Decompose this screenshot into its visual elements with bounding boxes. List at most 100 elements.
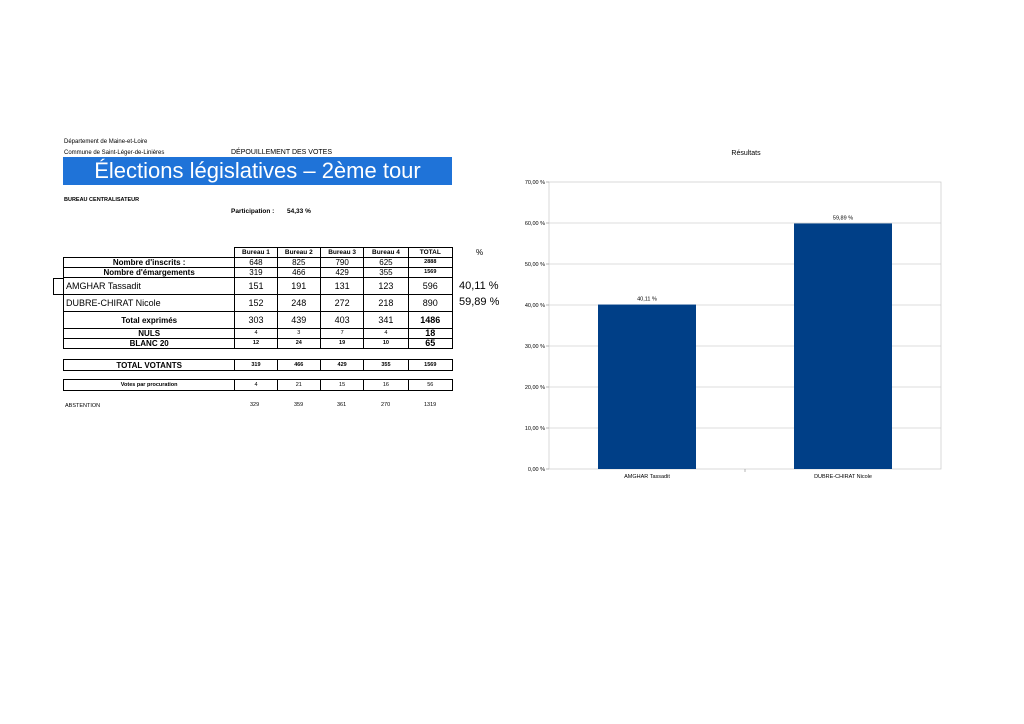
row-label: Votes par procuration — [62, 379, 236, 391]
bureau-label: BUREAU CENTRALISATEUR — [64, 197, 140, 203]
x-tick-label: AMGHAR Tassadit — [624, 474, 670, 480]
data-label: 40,11 % — [637, 297, 657, 303]
results-table: Bureau 1 Bureau 2 Bureau 3 Bureau 4 TOTA… — [62, 247, 454, 349]
abstention-cell: 361 — [337, 402, 347, 408]
cell: 466 — [276, 267, 321, 278]
results-chart: Résultats 0,00 % 10,00 % 20,00 % 30,00 % 40,… — [525, 150, 942, 480]
cell: 319 — [234, 359, 278, 371]
cell: 625 — [363, 257, 409, 268]
y-tick-label: 20,00 % — [525, 385, 545, 391]
cell: 341 — [363, 311, 409, 329]
cell: 16 — [363, 379, 409, 391]
abstention-cell: 329 — [250, 402, 260, 408]
row-label: AMGHAR Tassadit — [62, 277, 236, 295]
row-label: DUBRE-CHIRAT Nicole — [62, 294, 236, 312]
col-header: Bureau 2 — [276, 247, 321, 258]
col-header: Bureau 4 — [363, 247, 409, 258]
col-header: Bureau 1 — [234, 247, 278, 258]
bar — [794, 223, 892, 469]
cell: 355 — [363, 359, 409, 371]
cell: 319 — [234, 267, 278, 278]
department-label: Département de Maine-et-Loire — [64, 139, 148, 145]
cell: 123 — [363, 277, 409, 295]
cell: 248 — [276, 294, 321, 312]
abstention-cell: 270 — [381, 402, 391, 408]
abstention-cell: 359 — [294, 402, 304, 408]
cell: 429 — [319, 267, 365, 278]
y-tick-label: 40,00 % — [525, 303, 545, 309]
cell: 272 — [319, 294, 365, 312]
cell: 439 — [276, 311, 321, 329]
abstention-total: 1319 — [424, 402, 437, 408]
cell: 648 — [234, 257, 278, 268]
y-tick-label: 10,00 % — [525, 426, 545, 432]
data-label: 59,89 % — [833, 215, 853, 221]
cell: 4 — [234, 328, 278, 339]
procuration-table: Votes par procuration 4 21 15 16 56 — [62, 379, 454, 391]
cell-total: 596 — [407, 277, 454, 295]
row-label: Nombre d'émargements — [62, 267, 236, 278]
row-label: NULS — [62, 328, 236, 339]
cell: 218 — [363, 294, 409, 312]
participation-label: Participation : — [231, 208, 275, 215]
cell: 429 — [319, 359, 365, 371]
table-row: NULS 4 3 7 4 18 — [62, 328, 454, 339]
cell: 152 — [234, 294, 278, 312]
cell-total: 1569 — [407, 359, 454, 371]
y-tick-label: 0,00 % — [528, 467, 545, 473]
page-title: Élections législatives – 2ème tour — [63, 157, 452, 185]
cell-total: 890 — [407, 294, 454, 312]
cell-total: 65 — [407, 338, 454, 349]
participation-value: 54,33 % — [287, 208, 311, 215]
cell-total: 1486 — [407, 311, 454, 329]
row-bracket — [53, 278, 63, 295]
abstention-label: ABSTENTION — [65, 403, 101, 409]
cell-total: 18 — [407, 328, 454, 339]
cell: 151 — [234, 277, 278, 295]
table-row: TOTAL VOTANTS 319 466 429 355 1569 — [62, 359, 454, 371]
y-tick-label: 70,00 % — [525, 180, 545, 186]
cell: 24 — [276, 338, 321, 349]
table-row: Votes par procuration 4 21 15 16 56 — [62, 379, 454, 391]
cell: 466 — [276, 359, 321, 371]
cell: 19 — [319, 338, 365, 349]
cell-total: 56 — [407, 379, 454, 391]
cell: 355 — [363, 267, 409, 278]
table-row: Total exprimés 303 439 403 341 1486 — [62, 311, 454, 329]
depouillement-label: DÉPOUILLEMENT DES VOTES — [231, 149, 333, 156]
row-label: TOTAL VOTANTS — [62, 359, 236, 371]
cell: 825 — [276, 257, 321, 268]
cell: 3 — [276, 328, 321, 339]
cell-total: 1569 — [407, 267, 454, 278]
cell-total: 2888 — [407, 257, 454, 268]
table-row: Nombre d'inscrits : 648 825 790 625 2888 — [62, 257, 454, 268]
cell: 303 — [234, 311, 278, 329]
table-row: BLANC 20 12 24 19 10 65 — [62, 338, 454, 349]
pct-amghar: 40,11 % — [459, 280, 499, 292]
chart-title: Résultats — [731, 150, 761, 157]
table-row: Nombre d'émargements 319 466 429 355 156… — [62, 267, 454, 278]
table-row: AMGHAR Tassadit 151 191 131 123 596 — [62, 277, 454, 295]
cell: 4 — [363, 328, 409, 339]
cell: 21 — [276, 379, 321, 391]
cell: 10 — [363, 338, 409, 349]
pct-header: % — [476, 248, 484, 257]
pct-dubre-chirat: 59,89 % — [459, 296, 500, 308]
bar — [598, 304, 696, 469]
commune-label: Commune de Saint-Léger-de-Linières — [64, 150, 165, 156]
col-header: Bureau 3 — [319, 247, 365, 258]
cell: 403 — [319, 311, 365, 329]
x-tick-label: DUBRE-CHIRAT Nicole — [814, 474, 872, 480]
table-header-row: Bureau 1 Bureau 2 Bureau 3 Bureau 4 TOTA… — [64, 247, 454, 258]
table-row: DUBRE-CHIRAT Nicole 152 248 272 218 890 — [62, 294, 454, 312]
votants-table: TOTAL VOTANTS 319 466 429 355 1569 — [62, 359, 454, 371]
y-tick-label: 60,00 % — [525, 221, 545, 227]
cell: 7 — [319, 328, 365, 339]
cell: 4 — [234, 379, 278, 391]
cell: 12 — [234, 338, 278, 349]
y-tick-label: 30,00 % — [525, 344, 545, 350]
row-label: Nombre d'inscrits : — [62, 257, 236, 268]
y-tick-label: 50,00 % — [525, 262, 545, 268]
cell: 191 — [276, 277, 321, 295]
row-label: Total exprimés — [62, 311, 236, 329]
